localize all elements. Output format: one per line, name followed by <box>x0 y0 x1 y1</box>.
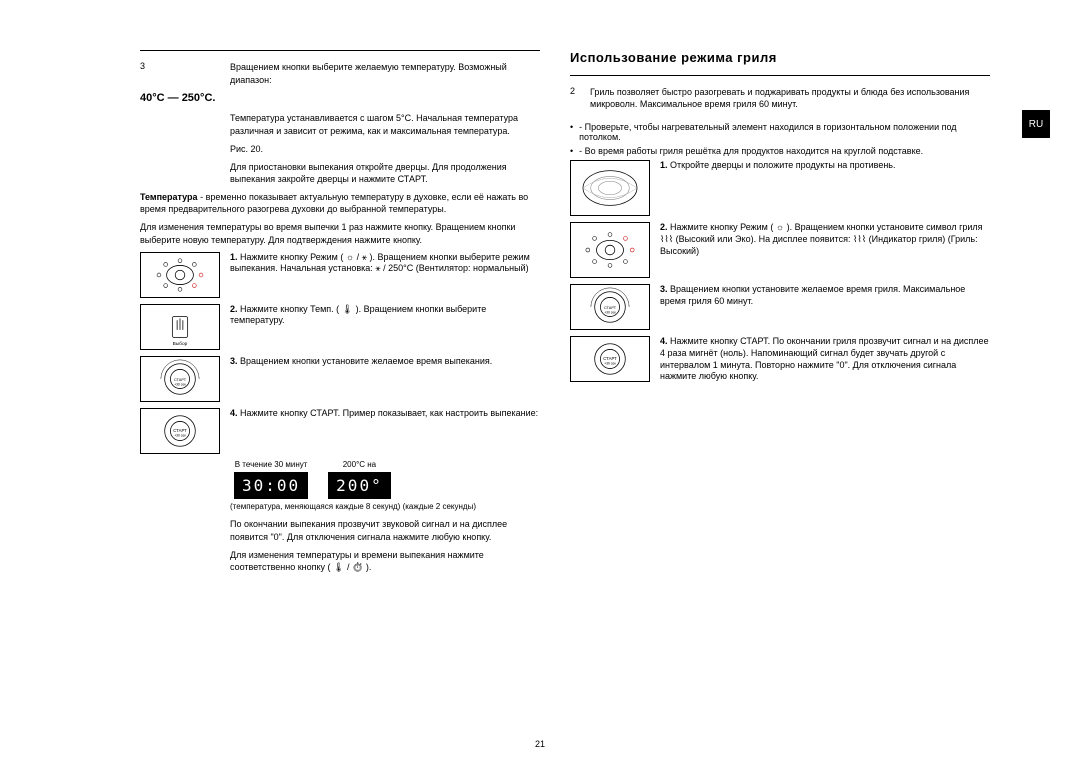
grill-step-3: СТАРТ +30 сек 3. Вращением кнопки устано… <box>570 284 990 330</box>
page-spread: 3 Вращением кнопки выберите желаемую тем… <box>0 0 1080 599</box>
column-rule <box>140 50 540 51</box>
svg-text:Выбор: Выбор <box>173 341 188 347</box>
right-column: Использование режима гриля 2 Гриль позво… <box>570 50 990 579</box>
temp-button-thumb: Выбор <box>140 304 220 350</box>
temp-range: 40°C — 250°C. <box>140 92 540 104</box>
time-knob-thumb: СТАРТ +30 сек <box>140 356 220 402</box>
svg-text:+30 сек: +30 сек <box>604 362 616 366</box>
column-rule <box>570 75 990 76</box>
grill-step-1: 1. Откройте дверцы и положите продукты н… <box>570 160 990 216</box>
temp-display: 200° <box>328 472 391 499</box>
svg-text:+30 сек: +30 сек <box>174 382 186 386</box>
svg-text:СТАРТ: СТАРТ <box>173 428 187 433</box>
grill-step-4: СТАРТ +30 сек 4. Нажмите кнопку СТАРТ. П… <box>570 336 990 383</box>
warning-1: •- Проверьте, чтобы нагревательный элеме… <box>570 122 990 142</box>
language-badge: RU <box>1022 110 1050 138</box>
step-number: 2 <box>570 86 580 96</box>
end-signal-note: По окончании выпекания прозвучит звуково… <box>230 518 540 542</box>
svg-text:СТАРТ: СТАРТ <box>174 378 187 382</box>
start-button-thumb: СТАРТ +30 сек <box>570 336 650 382</box>
figure-note: Рис. 20. <box>230 143 540 155</box>
mode-dial-thumb <box>570 222 650 278</box>
display-caption: (температура, меняющаяся каждые 8 секунд… <box>230 502 540 513</box>
page-number: 21 <box>535 739 545 749</box>
grill-intro: Гриль позволяет быстро разогревать и под… <box>590 86 990 110</box>
step-4: СТАРТ +30 сек 4. Нажмите кнопку СТАРТ. П… <box>140 408 540 454</box>
svg-text:СТАРТ: СТАРТ <box>604 306 617 310</box>
mode-dial-thumb <box>140 252 220 298</box>
pause-note: Для приостановки выпекания откройте двер… <box>230 161 540 185</box>
display-example-row: В течение 30 минут 30:00 200°C на 200° <box>230 460 540 502</box>
open-door-thumb <box>570 160 650 216</box>
warning-2: •- Во время работы гриля решётка для про… <box>570 146 990 156</box>
change-temp-note: Для изменения температуры и времени выпе… <box>230 549 540 573</box>
step-3: СТАРТ +30 сек 3. Вращением кнопки устано… <box>140 356 540 402</box>
svg-text:СТАРТ: СТАРТ <box>603 356 617 361</box>
temp-description: Температура устанавливается с шагом 5°C.… <box>230 112 540 136</box>
time-display: 30:00 <box>234 472 308 499</box>
svg-text:+30 сек: +30 сек <box>174 433 186 437</box>
temp-change-note: Температура - временно показывает актуал… <box>140 191 540 215</box>
start-button-thumb: СТАРТ +30 сек <box>140 408 220 454</box>
step-2: Выбор 2. Нажмите кнопку Темп. ( 🌡 ). Вра… <box>140 304 540 350</box>
intro-text: Вращением кнопки выберите желаемую темпе… <box>230 62 507 85</box>
grill-step-2: 2. Нажмите кнопку Режим ( ☼ ). Вращением… <box>570 222 990 278</box>
grill-title: Использование режима гриля <box>570 50 990 65</box>
svg-text:+30 сек: +30 сек <box>604 311 616 315</box>
step-1: 1. Нажмите кнопку Режим ( ☼ / ⚹ ). Враще… <box>140 252 540 298</box>
step-number: 3 <box>140 61 220 71</box>
temp-during-note: Для изменения температуры во время выпеч… <box>140 221 540 245</box>
time-knob-thumb: СТАРТ +30 сек <box>570 284 650 330</box>
left-column: 3 Вращением кнопки выберите желаемую тем… <box>140 50 540 579</box>
